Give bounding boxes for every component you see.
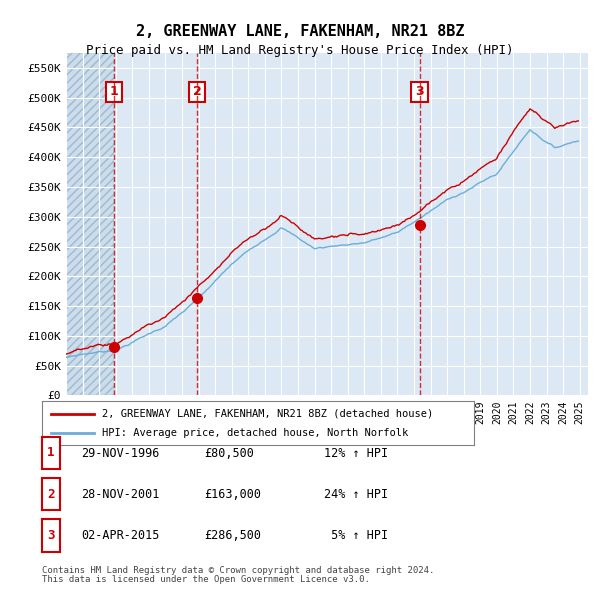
Bar [197,53,419,395]
Bar [66,53,115,395]
Text: 3: 3 [415,86,424,99]
Text: 28-NOV-2001: 28-NOV-2001 [81,488,160,501]
Bar [66,53,115,395]
Text: 24% ↑ HPI: 24% ↑ HPI [324,488,388,501]
Text: 1: 1 [110,86,119,99]
Text: 29-NOV-1996: 29-NOV-1996 [81,447,160,460]
Text: £163,000: £163,000 [204,488,261,501]
Text: 5% ↑ HPI: 5% ↑ HPI [324,529,388,542]
Text: 12% ↑ HPI: 12% ↑ HPI [324,447,388,460]
Text: This data is licensed under the Open Government Licence v3.0.: This data is licensed under the Open Gov… [42,575,370,584]
Text: HPI: Average price, detached house, North Norfolk: HPI: Average price, detached house, Nort… [103,428,409,438]
Text: Contains HM Land Registry data © Crown copyright and database right 2024.: Contains HM Land Registry data © Crown c… [42,566,434,575]
Bar [419,53,588,395]
Text: 2, GREENWAY LANE, FAKENHAM, NR21 8BZ (detached house): 2, GREENWAY LANE, FAKENHAM, NR21 8BZ (de… [103,409,434,418]
Text: 2: 2 [193,86,202,99]
Text: 1: 1 [47,446,55,460]
Text: 02-APR-2015: 02-APR-2015 [81,529,160,542]
Text: Price paid vs. HM Land Registry's House Price Index (HPI): Price paid vs. HM Land Registry's House … [86,44,514,57]
Text: 3: 3 [47,529,55,542]
Text: £80,500: £80,500 [204,447,254,460]
Text: £286,500: £286,500 [204,529,261,542]
Text: 2, GREENWAY LANE, FAKENHAM, NR21 8BZ: 2, GREENWAY LANE, FAKENHAM, NR21 8BZ [136,24,464,38]
Bar [115,53,197,395]
Text: 2: 2 [47,487,55,501]
